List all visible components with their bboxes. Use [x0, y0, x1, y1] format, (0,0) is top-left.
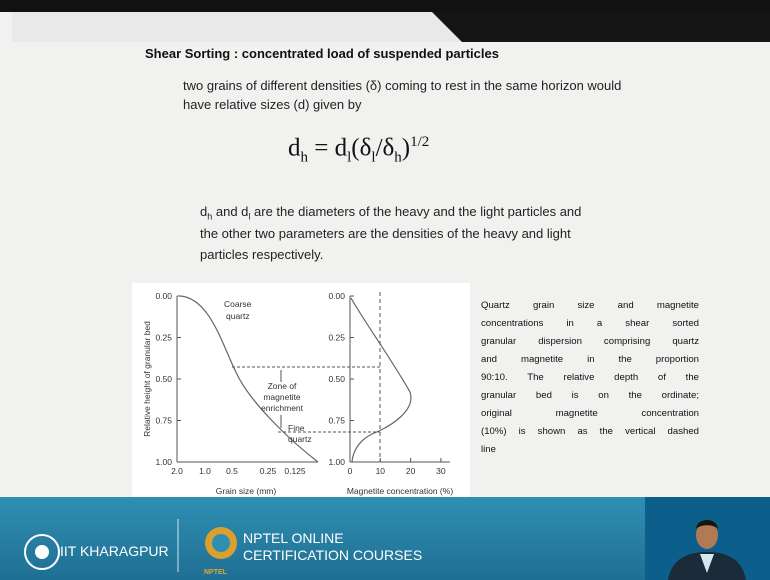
- formula-sup: 1/2: [410, 134, 429, 150]
- caption-line: and magnetite in the proportion: [481, 354, 699, 365]
- top-bar: [0, 0, 770, 46]
- x-axis-label: Grain size (mm): [216, 486, 277, 496]
- annotation: quartz: [288, 434, 312, 444]
- y-tick-label: 0.50: [328, 374, 345, 384]
- logo-text: NPTEL: [204, 569, 227, 576]
- y-tick-label: 0.25: [328, 333, 345, 343]
- formula-sub: h: [394, 149, 402, 165]
- paragraph-line: have relative sizes (d) given by: [183, 97, 361, 112]
- x-tick-label: 20: [406, 466, 416, 476]
- y-tick-label: 0.00: [155, 291, 172, 301]
- formula-part: ): [402, 134, 410, 161]
- paragraph-line: particles respectively.: [200, 247, 323, 262]
- caption-line: (10%) is shown as the vertical dashed: [481, 426, 699, 437]
- annotation: magnetite: [263, 392, 301, 402]
- x-tick-label: 2.0: [171, 466, 183, 476]
- x-tick-label: 30: [436, 466, 446, 476]
- formula-part: /δ: [376, 134, 395, 161]
- y-tick-label: 1.00: [155, 457, 172, 467]
- y-tick-label: 0.75: [328, 416, 345, 426]
- x-tick-label: 10: [376, 466, 386, 476]
- x-tick-label: 0.5: [226, 466, 238, 476]
- institute-name: IIT KHARAGPUR: [60, 543, 169, 559]
- annotation: Zone of: [268, 381, 297, 391]
- text: and d: [212, 204, 248, 219]
- x-tick-label: 0.25: [260, 466, 277, 476]
- y-tick-label: 0.00: [328, 291, 345, 301]
- annotation: quartz: [226, 311, 250, 321]
- caption-line: line: [481, 444, 699, 455]
- paragraph-line: dh and dl are the diameters of the heavy…: [200, 204, 581, 222]
- annotation: Fine: [288, 423, 305, 433]
- x-tick-label: 1.0: [199, 466, 211, 476]
- caption-line: granular bed is on the ordinate;: [481, 390, 699, 401]
- paragraph-line: two grains of different densities (δ) co…: [183, 78, 621, 93]
- caption-line: granular dispersion comprising quartz: [481, 336, 699, 347]
- y-axis-label: Relative height of granular bed: [142, 321, 152, 437]
- formula-part: = d: [308, 134, 347, 161]
- slide: Shear Sorting : concentrated load of sus…: [0, 0, 770, 580]
- y-tick-label: 0.75: [155, 416, 172, 426]
- y-tick-label: 0.50: [155, 374, 172, 384]
- caption-line: 90:10. The relative depth of the: [481, 372, 699, 383]
- x-axis-label: Magnetite concentration (%): [347, 486, 453, 496]
- text: are the diameters of the heavy and the l…: [250, 204, 581, 219]
- caption-line: concentrations in a shear sorted: [481, 318, 699, 329]
- formula-part: d: [288, 134, 301, 161]
- paragraph-line: the other two parameters are the densiti…: [200, 226, 571, 241]
- nptel-line: NPTEL ONLINE: [243, 530, 344, 546]
- caption-line: Quartz grain size and magnetite: [481, 300, 699, 311]
- slide-title: Shear Sorting : concentrated load of sus…: [145, 46, 499, 61]
- formula-sub: h: [301, 149, 309, 165]
- figure: 0.000.250.500.751.000.000.250.500.751.00…: [132, 283, 470, 502]
- nptel-line: CERTIFICATION COURSES: [243, 547, 422, 563]
- x-tick-label: 0.125: [284, 466, 306, 476]
- formula: dh = dl(δl/δh)1/2: [288, 134, 429, 166]
- x-tick-label: 0: [348, 466, 353, 476]
- formula-part: (δ: [351, 134, 371, 161]
- y-tick-label: 1.00: [328, 457, 345, 467]
- y-tick-label: 0.25: [155, 333, 172, 343]
- footer-graphics: [0, 497, 770, 580]
- annotation: enrichment: [261, 403, 304, 413]
- annotation: Coarse: [224, 299, 252, 309]
- caption-line: original magnetite concentration: [481, 408, 699, 419]
